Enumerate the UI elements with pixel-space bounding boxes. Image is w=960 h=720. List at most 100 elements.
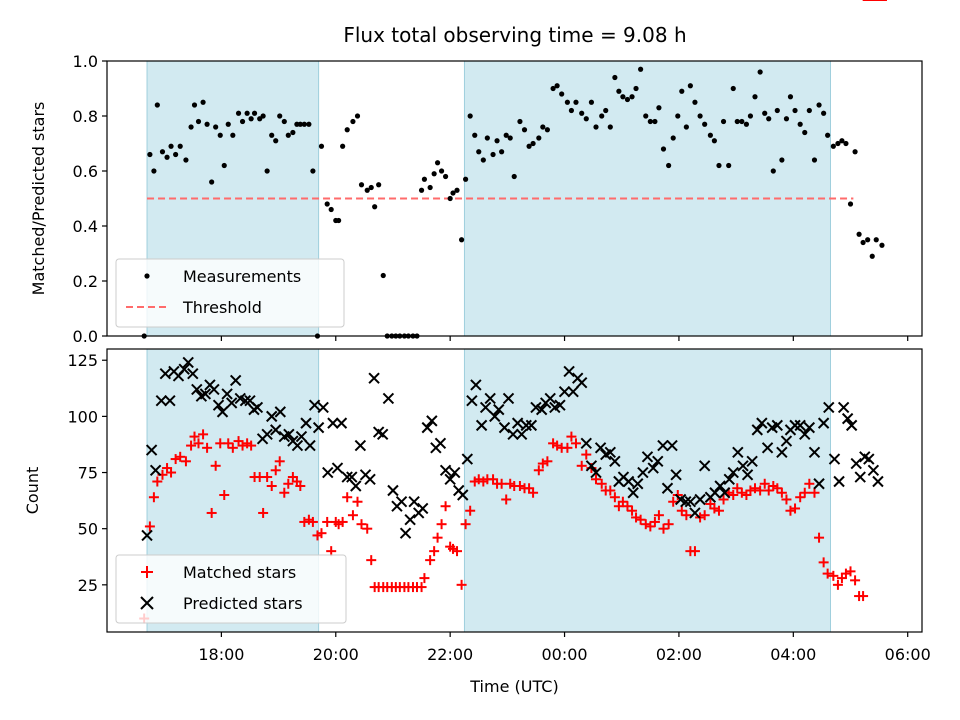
measurement-point	[472, 132, 478, 138]
legend-predicted-label: Predicted stars	[183, 594, 303, 613]
predicted-point	[221, 388, 233, 400]
measurement-point	[620, 94, 626, 100]
x-stroke-2	[399, 527, 412, 539]
measurement-point	[687, 83, 693, 89]
predicted-point	[823, 401, 835, 414]
measurement-point	[573, 99, 579, 105]
predicted-point	[364, 473, 376, 485]
matched-point	[645, 521, 656, 532]
measurement-point	[726, 162, 732, 169]
matched-point	[640, 519, 651, 530]
bottom-legend: Matched stars Predicted stars	[115, 554, 347, 624]
predicted-point	[331, 462, 344, 474]
measurement-point	[599, 113, 605, 119]
measurement-point	[290, 129, 296, 136]
x-stroke-2	[149, 464, 162, 476]
predicted-point	[502, 392, 515, 405]
measurement-point	[431, 171, 437, 177]
matched-point	[562, 442, 573, 453]
matched-point	[809, 487, 820, 498]
predicted-point	[312, 421, 325, 434]
predicted-point	[863, 453, 875, 465]
predicted-point	[283, 428, 295, 441]
measurement-point	[860, 239, 866, 246]
predicted-point	[554, 399, 566, 411]
matched-point	[795, 492, 806, 503]
predicted-point	[399, 527, 412, 539]
measurement-point	[550, 85, 556, 92]
measurement-point	[364, 187, 370, 193]
x-stroke-2	[322, 466, 334, 479]
matched-point	[542, 456, 553, 467]
measurement-point	[447, 195, 453, 202]
measurement-point	[200, 99, 206, 105]
measurement-point	[852, 149, 858, 155]
x-stroke-2	[698, 460, 711, 472]
measurement-point	[217, 132, 223, 138]
x-tick-label: 02:00	[656, 645, 702, 664]
x-stroke-2	[507, 428, 519, 441]
x-stroke-2	[714, 480, 726, 492]
predicted-point	[854, 471, 866, 483]
predicted-point	[590, 466, 602, 479]
predicted-point	[225, 397, 238, 409]
matched-point	[658, 523, 669, 534]
measurement-point	[168, 143, 174, 149]
predicted-point	[457, 489, 469, 501]
y-tick-label: 25	[78, 576, 98, 595]
measurement-point	[752, 94, 758, 100]
x-stroke-2	[331, 462, 344, 474]
legend-measurements-marker	[144, 273, 150, 279]
predicted-point	[416, 502, 429, 515]
x-stroke-2	[789, 419, 801, 432]
measurement-point	[536, 135, 542, 141]
top-panel: 0.0 0.2 0.4 0.6 0.8 1.0 Matched/Predicted sta…	[29, 52, 923, 346]
x-stroke-2	[594, 442, 607, 454]
predicted-point	[799, 428, 811, 441]
measurement-point	[821, 110, 827, 116]
x-stroke-2	[761, 442, 774, 454]
x-stroke-2	[863, 453, 875, 465]
bottom-y-ticks: 25 50 75 100 125	[67, 351, 107, 595]
predicted-point	[652, 455, 664, 468]
predicted-point	[808, 446, 821, 459]
measurement-point	[225, 121, 231, 127]
predicted-point	[698, 460, 711, 472]
predicted-point	[723, 473, 735, 485]
matched-point	[596, 478, 607, 489]
predicted-point	[622, 475, 635, 488]
predicted-point	[141, 529, 153, 542]
x-stroke-2	[159, 367, 172, 380]
x-tick-label: 18:00	[198, 645, 244, 664]
measurement-point	[159, 149, 166, 155]
x-stroke-2	[421, 421, 433, 434]
predicted-point	[489, 410, 501, 423]
x-stroke-2	[145, 444, 158, 456]
measurement-point	[647, 118, 653, 125]
matched-point	[609, 492, 620, 503]
x-stroke-2	[520, 419, 532, 432]
matched-point	[832, 579, 843, 590]
predicted-point	[694, 493, 706, 506]
predicted-point	[563, 365, 575, 378]
matched-point	[814, 532, 825, 543]
measurement-point	[530, 140, 536, 147]
x-stroke-2	[641, 451, 654, 463]
predicted-point	[341, 471, 353, 483]
top-legend-box	[115, 258, 345, 328]
measurement-point	[372, 204, 378, 210]
matched-point	[649, 516, 660, 527]
predicted-point	[266, 410, 278, 423]
predicted-point	[164, 394, 176, 407]
predicted-point	[594, 442, 607, 454]
x-stroke-2	[817, 417, 830, 429]
measurement-point	[442, 173, 449, 180]
predicted-point	[493, 403, 505, 416]
matched-point	[366, 555, 377, 566]
x-stroke-2	[489, 410, 501, 423]
x-stroke-2	[674, 493, 687, 506]
measurement-point	[616, 88, 622, 94]
predicted-point	[270, 424, 282, 436]
measurement-point	[830, 143, 836, 149]
predicted-point	[761, 442, 774, 454]
